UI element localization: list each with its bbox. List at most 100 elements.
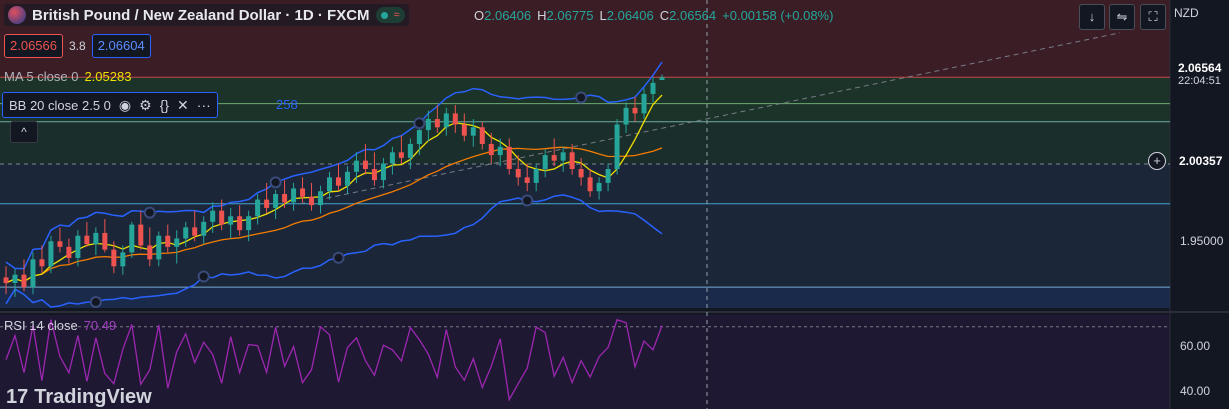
candle-body-63: [569, 152, 575, 169]
band-anchor-4: [332, 251, 345, 264]
band-anchor-3: [269, 176, 282, 189]
add-alert-icon[interactable]: +: [1148, 152, 1166, 170]
candle-body-22: [201, 221, 207, 236]
candle-body-41: [371, 169, 377, 181]
candle-body-1: [12, 274, 18, 283]
market-status[interactable]: ≈: [375, 7, 405, 23]
high-value: 2.06775: [546, 8, 594, 23]
candle-body-18: [165, 235, 171, 247]
candle-body-40: [362, 160, 368, 169]
bb-legend[interactable]: BB 20 close 2.5 0 ◉ ⚙ {} ✕ ···: [2, 92, 218, 118]
candle-body-10: [93, 232, 99, 245]
candle-body-45: [407, 143, 413, 158]
down-arrow-button[interactable]: ↓: [1079, 4, 1105, 30]
band-anchor-1: [143, 206, 156, 219]
symbol-header[interactable]: British Pound / New Zealand Dollar · 1D …: [4, 4, 409, 26]
bb-value: 258: [276, 97, 298, 112]
candle-body-2: [21, 274, 27, 288]
rsi-pane-bg: [0, 315, 1170, 409]
candle-body-62: [560, 152, 566, 161]
spread-value: 3.8: [69, 39, 86, 53]
candle-body-59: [533, 169, 539, 183]
candle-body-7: [66, 246, 72, 258]
ma-value: 2.05283: [84, 69, 132, 84]
candle-body-6: [57, 241, 63, 247]
candle-body-23: [210, 210, 216, 222]
ma-5-line: [5, 94, 663, 284]
candle-body-27: [246, 216, 252, 231]
close-value: 2.06564: [669, 8, 717, 23]
zone-blue: [0, 163, 1170, 288]
candle-body-34: [309, 196, 315, 206]
candle-body-64: [578, 169, 584, 178]
candle-body-16: [147, 245, 153, 260]
candle-body-68: [614, 124, 620, 169]
candle-body-44: [398, 152, 404, 158]
crosshair-price-label: 2.00357: [1173, 151, 1229, 171]
candle-body-72: [650, 82, 656, 94]
h-label: H: [537, 8, 547, 23]
candle-body-69: [623, 107, 629, 125]
candle-body-43: [389, 152, 395, 164]
candle-body-12: [111, 249, 117, 267]
candle-body-71: [641, 93, 647, 114]
more-icon[interactable]: ···: [196, 97, 211, 113]
candle-body-4: [39, 259, 45, 267]
last-price-label: 2.06564 22:04:51: [1173, 61, 1229, 95]
candle-body-39: [353, 160, 359, 172]
band-anchor-2: [197, 270, 210, 283]
bb-label: BB 20 close 2.5 0: [9, 97, 111, 113]
candle-body-9: [84, 235, 90, 245]
currency-selector[interactable]: NZD: [1174, 6, 1199, 20]
candle-body-24: [219, 210, 225, 225]
candle-body-25: [228, 216, 234, 225]
zone-lower: [0, 287, 1170, 308]
candle-body-73: [659, 77, 665, 81]
candle-body-0: [3, 277, 9, 283]
candle-body-58: [524, 177, 530, 183]
rsi-line: [5, 318, 663, 402]
candle-body-55: [497, 146, 503, 156]
zone-teal: [0, 121, 1170, 164]
rsi-label: RSI 14 close: [4, 318, 78, 333]
wave-icon: ≈: [393, 9, 400, 21]
band-anchor-7: [575, 91, 588, 104]
rsi-legend[interactable]: RSI 14 close 70.49: [4, 318, 116, 333]
candle-body-19: [174, 238, 180, 247]
close-icon[interactable]: ✕: [177, 96, 189, 113]
ma-legend[interactable]: MA 5 close 0 2.05283: [4, 69, 131, 84]
low-value: 2.06406: [606, 8, 654, 23]
buy-button[interactable]: 2.06604: [91, 34, 151, 58]
logo-text: TradingView: [34, 386, 152, 408]
flag-gbp-nzd-icon: [8, 6, 26, 24]
last-price: 2.06564: [1178, 61, 1222, 75]
trade-panel: 2.06566 3.8 2.06604: [4, 34, 151, 58]
c-label: C: [659, 8, 670, 23]
candle-body-48: [434, 118, 440, 128]
candle-body-13: [120, 252, 126, 267]
source-code-icon[interactable]: {}: [159, 97, 170, 113]
candle-body-11: [102, 232, 108, 250]
gear-icon[interactable]: ⚙: [139, 96, 152, 113]
l-label: L: [599, 8, 607, 23]
bar-countdown: 22:04:51: [1178, 75, 1221, 87]
eye-icon[interactable]: ◉: [118, 96, 132, 113]
candle-body-21: [192, 227, 198, 236]
candle-body-26: [237, 216, 243, 231]
band-anchor-0: [89, 296, 102, 309]
fullscreen-button[interactable]: ⛶: [1140, 4, 1166, 30]
trend-line: [299, 32, 1121, 205]
symbol-title[interactable]: British Pound / New Zealand Dollar · 1D …: [32, 6, 370, 24]
open-value: 2.06406: [484, 8, 532, 23]
candle-body-65: [587, 177, 593, 192]
sell-button[interactable]: 2.06566: [4, 34, 63, 58]
candle-body-36: [327, 177, 333, 192]
collapse-legend-button[interactable]: ^: [10, 121, 38, 143]
price-tick-195: 1.95000: [1180, 234, 1224, 248]
collapse-arrows-button[interactable]: ⇋: [1109, 4, 1135, 30]
candle-body-15: [138, 224, 144, 246]
tradingview-logo[interactable]: 17 TradingView: [6, 386, 152, 409]
candle-body-57: [515, 169, 521, 178]
candle-body-37: [335, 177, 341, 186]
